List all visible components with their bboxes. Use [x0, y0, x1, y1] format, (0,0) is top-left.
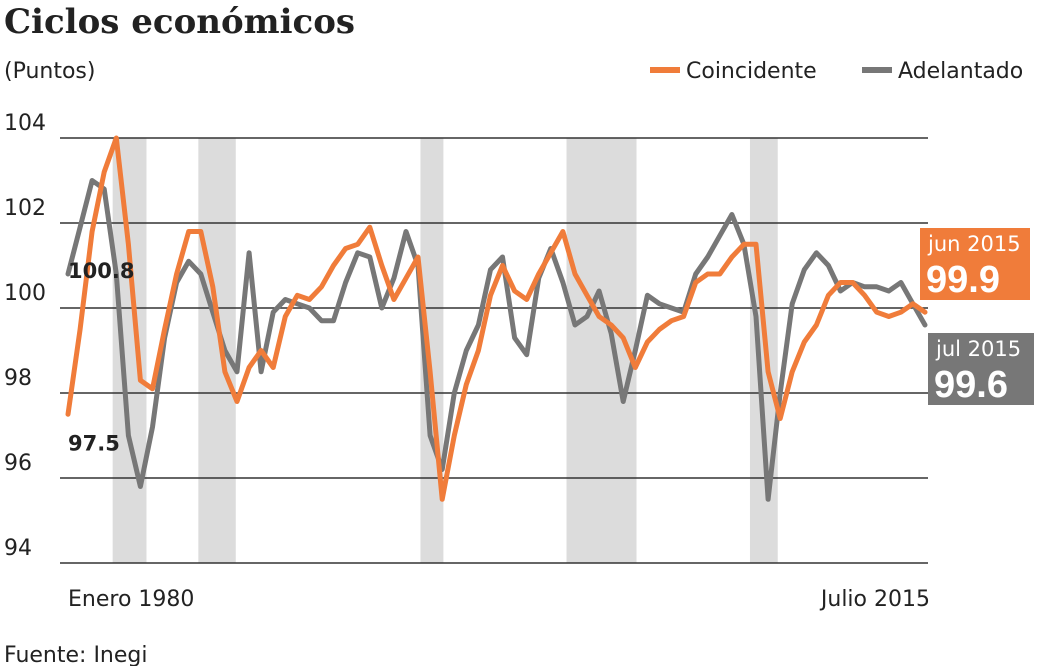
end-date: jul 2015 [935, 337, 1021, 361]
chart-title: Ciclos económicos [4, 2, 355, 42]
start-label: 100.8 [68, 259, 134, 283]
source: Fuente: Inegi [4, 643, 147, 666]
start-label: 97.5 [68, 431, 120, 455]
x-tick-label: Enero 1980 [68, 587, 194, 612]
end-value: 99.6 [934, 364, 1008, 406]
end-box [928, 333, 1034, 405]
legend-label: Coincidente [686, 59, 817, 84]
end-box [920, 228, 1030, 300]
shaded-period [566, 138, 637, 563]
series-line [65, 178, 928, 502]
series-line [65, 135, 928, 502]
y-tick-label: 96 [4, 451, 32, 476]
end-value: 99.9 [926, 259, 1000, 301]
y-tick-label: 98 [4, 366, 32, 391]
shaded-period [112, 138, 147, 563]
x-tick-label: Julio 2015 [819, 587, 930, 612]
y-tick-label: 104 [4, 111, 46, 136]
shaded-period [198, 138, 236, 563]
end-date: jun 2015 [927, 232, 1021, 256]
y-tick-label: 102 [4, 196, 46, 221]
y-tick-label: 94 [4, 536, 32, 561]
chart-subtitle: (Puntos) [4, 59, 95, 84]
y-tick-label: 100 [4, 281, 46, 306]
legend-label: Adelantado [898, 59, 1023, 84]
